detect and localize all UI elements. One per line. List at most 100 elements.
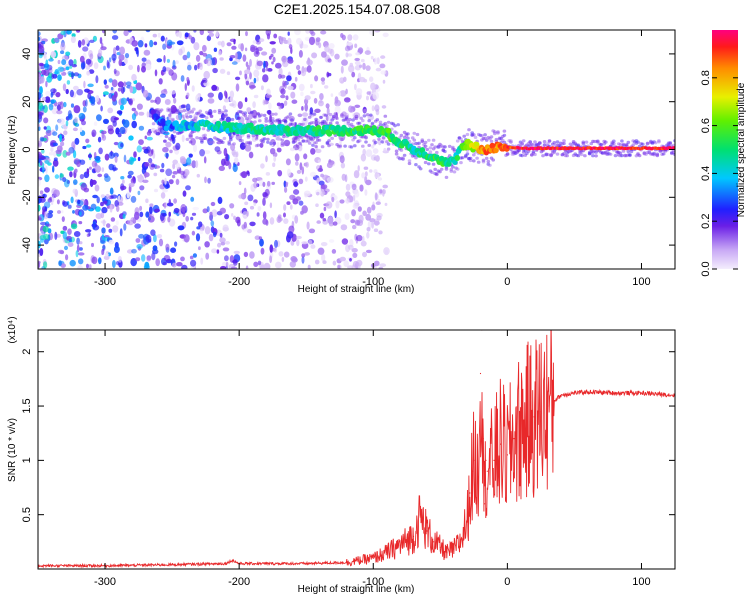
noise-blob (58, 260, 62, 267)
noise-blob (369, 169, 373, 173)
noise-blob (238, 181, 242, 186)
noise-blob (161, 162, 165, 169)
noise-blob (259, 238, 264, 247)
noise-blob (204, 241, 210, 248)
ridge-halo-mark (472, 159, 476, 163)
noise-blob (326, 107, 330, 116)
ridge-halo-mark (594, 154, 598, 158)
noise-blob (370, 82, 376, 91)
noise-blob (247, 171, 250, 177)
noise-blob (48, 151, 54, 156)
noise-blob (57, 59, 61, 65)
ridge-halo-mark (290, 122, 294, 126)
noise-blob (139, 211, 144, 218)
noise-blob (223, 98, 230, 103)
noise-blob (215, 30, 219, 38)
noise-blob (112, 225, 119, 233)
noise-blob (347, 34, 353, 41)
noise-blob (75, 250, 79, 258)
noise-blob (253, 94, 259, 99)
noise-blob (190, 138, 196, 146)
ridge-halo-mark (521, 139, 526, 143)
noise-blob (339, 77, 345, 84)
ridge-halo-mark (253, 115, 257, 119)
noise-blob (97, 136, 102, 143)
noise-blob (326, 71, 330, 78)
noise-blob (348, 64, 355, 73)
noise-blob (269, 217, 275, 225)
noise-blob (290, 91, 296, 99)
ridge-halo-mark (480, 134, 484, 138)
noise-blob (244, 144, 252, 152)
noise-blob (347, 53, 353, 57)
noise-blob (63, 101, 67, 108)
noise-blob (191, 212, 197, 216)
noise-blob (280, 94, 286, 99)
colorbar-tick-label: 0.2 (700, 214, 712, 229)
x-tick-label: -100 (362, 276, 384, 288)
noise-blob (253, 202, 256, 207)
noise-blob (380, 55, 386, 59)
noise-blob (83, 80, 86, 89)
ridge-point (237, 122, 243, 129)
noise-blob (60, 30, 66, 36)
noise-blob (137, 40, 144, 48)
noise-blob (275, 261, 282, 269)
noise-blob (93, 62, 99, 70)
ridge-halo-mark (353, 144, 357, 148)
ridge-halo-mark (299, 135, 304, 139)
noise-blob (349, 258, 352, 262)
ridge-halo-mark (267, 111, 272, 115)
noise-blob (44, 238, 49, 245)
noise-blob (65, 66, 70, 71)
noise-blob (195, 94, 201, 103)
ridge-halo-mark (209, 114, 214, 118)
ridge-halo-mark (488, 163, 492, 167)
ridge-halo-mark (652, 153, 656, 157)
noise-blob (103, 79, 108, 85)
noise-blob (207, 98, 215, 104)
noise-blob (168, 198, 171, 206)
noise-blob (378, 230, 383, 235)
ridge-halo-mark (428, 150, 433, 154)
ridge-halo-mark (266, 140, 270, 144)
ridge-halo-mark (262, 137, 267, 141)
y-tick-label: 0.5 (21, 507, 33, 522)
noise-blob (153, 165, 161, 169)
noise-blob (233, 38, 236, 45)
ridge-halo-mark (489, 139, 494, 143)
ridge-halo-mark (222, 136, 227, 140)
ridge-halo-mark (420, 138, 425, 142)
noise-blob (78, 112, 86, 120)
noise-blob (196, 226, 201, 230)
noise-blob (284, 80, 287, 89)
noise-blob (103, 200, 108, 205)
figure-title: C2E1.2025.154.07.08.G08 (274, 1, 441, 17)
noise-blob (370, 55, 374, 60)
noise-blob (209, 213, 214, 221)
ridge-halo-mark (414, 163, 418, 167)
noise-blob (44, 174, 50, 183)
noise-blob (246, 210, 249, 217)
ridge-halo-mark (472, 133, 476, 137)
ridge-halo-mark (472, 153, 476, 157)
ridge-halo-mark (447, 144, 452, 148)
noise-blob (131, 40, 138, 47)
colorbar-label: Normalized spectral amplitude (736, 82, 747, 217)
noise-blob (364, 50, 371, 55)
noise-blob (145, 198, 149, 204)
noise-blob (363, 166, 369, 170)
noise-blob (296, 64, 301, 71)
noise-blob (45, 129, 52, 137)
ridge-halo-mark (459, 161, 463, 165)
ridge-halo-mark (505, 152, 510, 156)
ridge-halo-mark (401, 156, 405, 160)
noise-blob (331, 249, 337, 254)
noise-blob (200, 257, 204, 265)
noise-blob (158, 238, 164, 247)
colorbar-tick-label: 0.0 (700, 261, 712, 276)
noise-blob (304, 176, 308, 182)
noise-blob (120, 86, 125, 94)
noise-blob (118, 54, 125, 61)
noise-blob (51, 194, 55, 203)
